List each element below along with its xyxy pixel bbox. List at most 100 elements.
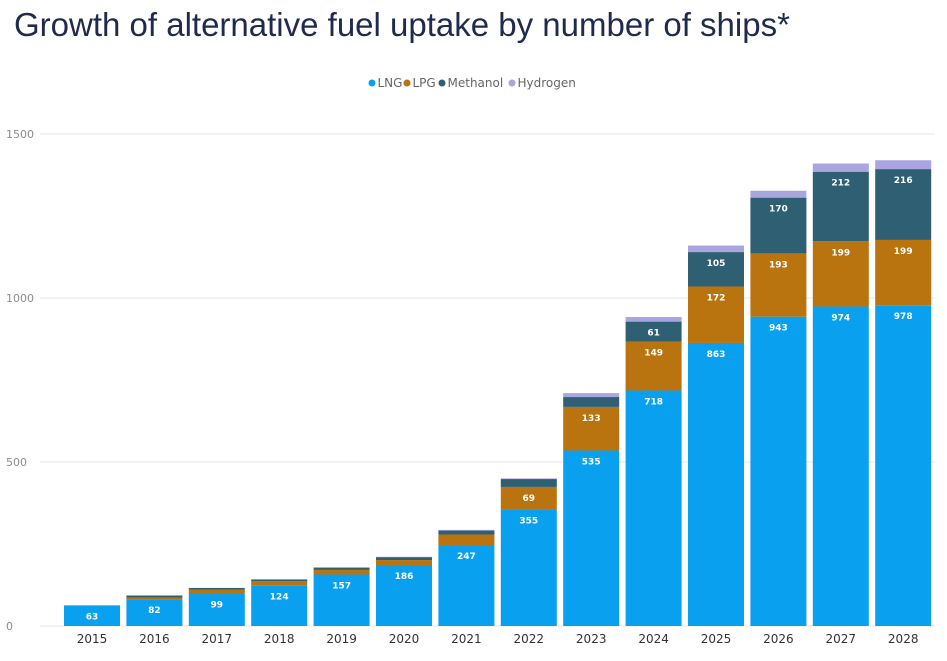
data-label-lpg-2023: 133 bbox=[582, 414, 601, 424]
data-label-lng-2016: 82 bbox=[148, 606, 161, 616]
legend-marker-methanol bbox=[438, 79, 446, 87]
data-label-methanol-2028: 216 bbox=[894, 176, 913, 186]
bar-lpg-2021 bbox=[438, 534, 495, 545]
x-tick-label-2018: 2018 bbox=[264, 632, 295, 646]
bar-group-2023: 535 133 bbox=[563, 393, 620, 626]
x-tick-label-2016: 2016 bbox=[139, 632, 170, 646]
bar-lpg-2027 bbox=[812, 241, 869, 307]
bar-lpg-2020 bbox=[376, 560, 432, 565]
bar-lpg-2023 bbox=[563, 406, 620, 451]
legend-label-lpg: LPG bbox=[413, 76, 436, 90]
legend: LNG LPG Methanol Hydrogen bbox=[368, 76, 576, 90]
bar-group-2020: 186 bbox=[376, 556, 432, 626]
x-axis: 2015 2016 2017 2018 2019 2020 2021 2022 2023 2024… bbox=[77, 632, 919, 646]
bar-lpg-2019 bbox=[313, 569, 370, 575]
legend-marker-hydrogen bbox=[508, 79, 516, 87]
x-tick-label-2023: 2023 bbox=[576, 632, 607, 646]
bar-lng-2020 bbox=[376, 564, 432, 626]
bar-lpg-2028 bbox=[875, 239, 932, 306]
bar-group-2025: 863 172 105 bbox=[688, 245, 744, 626]
bar-group-2016: 82 bbox=[126, 595, 183, 626]
bar-lng-2017 bbox=[188, 593, 245, 626]
bar-lpg-2026 bbox=[750, 253, 807, 317]
bar-methanol-2022 bbox=[500, 479, 557, 487]
bar-methanol-2021 bbox=[438, 530, 495, 535]
x-tick-label-2027: 2027 bbox=[826, 632, 857, 646]
y-tick-label-1000: 1000 bbox=[6, 292, 34, 305]
data-label-lpg-2022: 69 bbox=[523, 494, 536, 504]
bar-methanol-2017 bbox=[188, 587, 245, 590]
bar-methanol-2028 bbox=[875, 169, 932, 240]
bar-lpg-2018 bbox=[251, 581, 308, 586]
x-tick-label-2020: 2020 bbox=[389, 632, 420, 646]
y-tick-label-500: 500 bbox=[6, 456, 27, 469]
data-label-lng-2025: 863 bbox=[707, 350, 726, 360]
bar-lng-2027 bbox=[812, 306, 869, 626]
bar-lng-2021 bbox=[438, 544, 495, 626]
y-tick-label-0: 0 bbox=[6, 620, 13, 633]
legend-label-lng: LNG bbox=[378, 76, 403, 90]
chart-title: Growth of alternative fuel uptake by num… bbox=[14, 6, 790, 43]
y-axis: 0 500 1000 1500 bbox=[6, 128, 34, 633]
bar-group-2026: 943 193 170 bbox=[750, 190, 807, 626]
bar-group-2017: 99 bbox=[188, 587, 245, 626]
data-label-lng-2023: 535 bbox=[582, 458, 601, 468]
data-label-lng-2017: 99 bbox=[211, 601, 224, 611]
data-label-lng-2020: 186 bbox=[395, 572, 414, 582]
data-label-methanol-2026: 170 bbox=[769, 205, 788, 215]
bar-group-2015: 63 bbox=[64, 605, 120, 626]
bar-methanol-2026 bbox=[750, 197, 807, 254]
bar-methanol-2024 bbox=[625, 321, 682, 342]
y-tick-label-1500: 1500 bbox=[6, 128, 34, 141]
bar-group-2019: 157 bbox=[313, 567, 370, 626]
bar-lng-2022 bbox=[500, 509, 557, 626]
x-tick-label-2028: 2028 bbox=[888, 632, 919, 646]
bar-lng-2015 bbox=[64, 605, 120, 626]
legend-label-hydrogen: Hydrogen bbox=[518, 76, 576, 90]
legend-item-methanol: Methanol bbox=[438, 76, 504, 90]
bar-methanol-2023 bbox=[563, 397, 620, 407]
bar-hydrogen-2028 bbox=[875, 160, 932, 170]
bars: 63 82 99 124 157 186 247 355 69 535 133 718 149 61 863… bbox=[64, 160, 932, 626]
data-label-lpg-2025: 172 bbox=[707, 294, 726, 304]
data-label-lng-2018: 124 bbox=[270, 592, 289, 602]
bar-lng-2019 bbox=[313, 574, 370, 626]
bar-hydrogen-2024 bbox=[625, 317, 682, 322]
bar-hydrogen-2022 bbox=[500, 478, 557, 480]
legend-label-methanol: Methanol bbox=[448, 76, 504, 90]
data-label-lng-2026: 943 bbox=[769, 324, 788, 334]
bar-methanol-2016 bbox=[126, 595, 183, 598]
bar-methanol-2025 bbox=[688, 252, 744, 287]
bar-methanol-2019 bbox=[313, 567, 370, 570]
data-label-methanol-2024: 61 bbox=[647, 329, 660, 339]
x-tick-label-2024: 2024 bbox=[638, 632, 669, 646]
data-label-lng-2022: 355 bbox=[519, 517, 538, 527]
data-label-lng-2028: 978 bbox=[894, 312, 913, 322]
bar-lng-2023 bbox=[563, 450, 620, 626]
bar-lpg-2025 bbox=[688, 286, 744, 343]
bar-lpg-2017 bbox=[188, 589, 245, 594]
bar-lpg-2016 bbox=[126, 597, 183, 600]
bar-group-2021: 247 bbox=[438, 529, 495, 626]
x-tick-label-2017: 2017 bbox=[202, 632, 233, 646]
bar-hydrogen-2025 bbox=[688, 245, 744, 253]
bar-lng-2016 bbox=[126, 599, 183, 626]
bar-group-2027: 974 199 212 bbox=[812, 163, 869, 626]
data-label-methanol-2025: 105 bbox=[707, 259, 726, 269]
x-tick-label-2021: 2021 bbox=[451, 632, 482, 646]
x-tick-label-2026: 2026 bbox=[763, 632, 794, 646]
bar-group-2018: 124 bbox=[251, 579, 308, 626]
legend-item-hydrogen: Hydrogen bbox=[508, 76, 576, 90]
legend-item-lng: LNG bbox=[368, 76, 403, 90]
data-label-lng-2019: 157 bbox=[332, 582, 351, 592]
bar-group-2028: 978 199 216 bbox=[875, 160, 932, 626]
legend-item-lpg: LPG bbox=[403, 76, 436, 90]
bar-lpg-2022 bbox=[500, 486, 557, 510]
bar-methanol-2020 bbox=[376, 557, 432, 561]
data-label-lng-2015: 63 bbox=[86, 612, 99, 622]
bar-lpg-2024 bbox=[625, 341, 682, 391]
data-label-lpg-2027: 199 bbox=[831, 248, 850, 258]
data-label-methanol-2027: 212 bbox=[831, 179, 850, 189]
bar-lng-2024 bbox=[625, 390, 682, 626]
